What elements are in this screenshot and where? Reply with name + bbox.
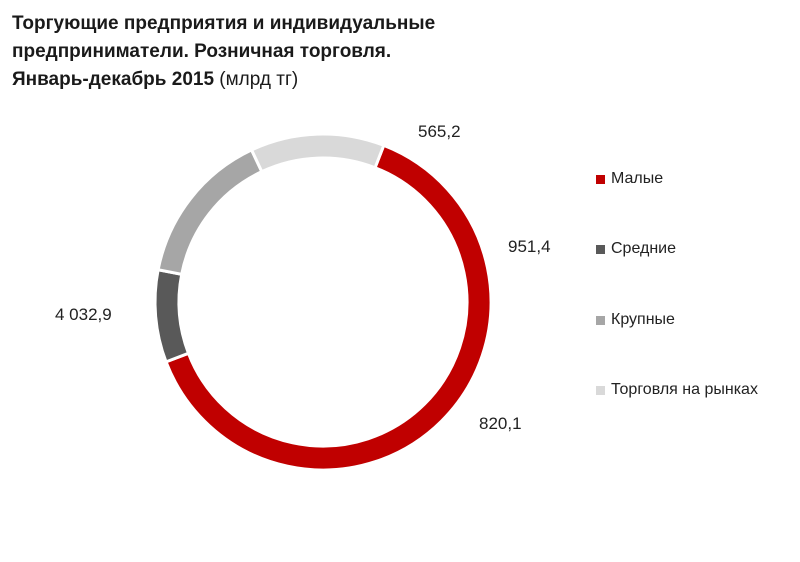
chart-title-line-3: Январь-декабрь 2015 (млрд тг) — [12, 66, 572, 94]
chart-title-period: Январь-декабрь 2015 — [12, 69, 215, 90]
legend-swatch — [596, 315, 605, 325]
legend-item-торговля-на-рынках: Торговля на рынках — [596, 381, 758, 399]
legend-swatch — [596, 174, 605, 184]
data-label-малые: 4 032,9 — [55, 305, 112, 324]
legend-label: Малые — [611, 170, 664, 187]
chart-title-line-1: Торгующие предприятия и индивидуальные — [12, 13, 436, 34]
slice-крупные — [156, 147, 264, 277]
legend-label: Крупные — [611, 311, 675, 328]
chart-title-line-2: предприниматели. Розничная торговля. — [12, 41, 392, 62]
legend-swatch — [596, 385, 605, 395]
data-labels: 4 032,9 565,2 951,4 820,1 — [55, 122, 551, 433]
data-label-крупные: 951,4 — [508, 237, 551, 256]
chart-title-unit: (млрд тг) — [219, 69, 299, 90]
slice-торговля-на-рынках — [249, 132, 386, 174]
slice-средние — [153, 267, 191, 364]
chart-title: Торгующие предприятия и индивидуальные п… — [12, 10, 572, 94]
data-label-торговля-на-рынках: 820,1 — [479, 414, 522, 433]
doughnut-slices — [153, 132, 493, 472]
data-label-средние: 565,2 — [418, 122, 461, 141]
legend-swatch — [596, 244, 605, 254]
legend-label: Торговля на рынках — [611, 381, 758, 398]
legend-item-средние: Средние — [596, 240, 676, 258]
legend-item-крупные: Крупные — [596, 311, 675, 329]
legend-label: Средние — [611, 240, 677, 257]
legend-item-малые: Малые — [596, 170, 663, 188]
